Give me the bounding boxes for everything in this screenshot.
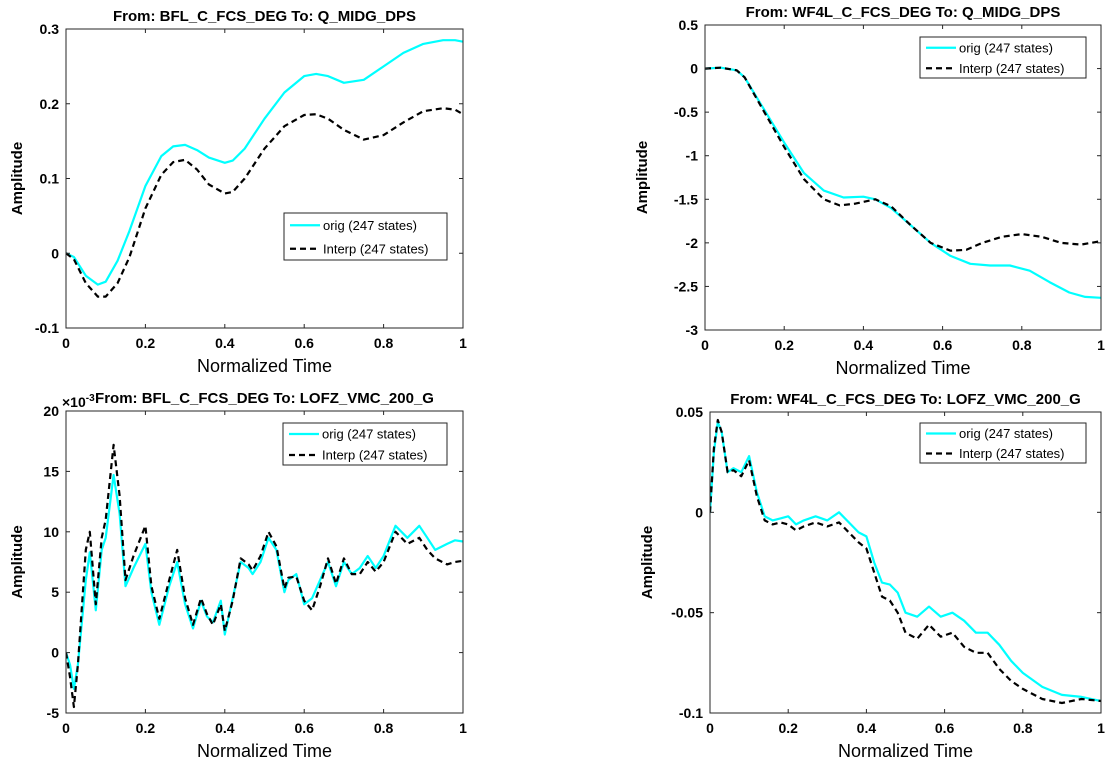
legend: orig (247 states) Interp (247 states) bbox=[919, 422, 1087, 464]
x-tick-label: 0.8 bbox=[1012, 337, 1032, 353]
legend-box bbox=[283, 212, 448, 261]
y-tick-label: 0 bbox=[690, 61, 698, 77]
y-tick-label: -2.5 bbox=[674, 278, 698, 294]
y-tick-label: 0 bbox=[695, 504, 703, 520]
y-axis-label: Amplitude bbox=[634, 141, 651, 214]
x-tick-label: 0.4 bbox=[215, 335, 235, 351]
legend-label: orig (247 states) bbox=[322, 427, 416, 442]
x-tick-label: 0.2 bbox=[778, 720, 798, 736]
legend-label: orig (247 states) bbox=[959, 426, 1053, 441]
y-exponent-label: ×10-3 bbox=[62, 393, 95, 410]
x-axis-label: Normalized Time bbox=[197, 741, 332, 761]
y-axis-label: Amplitude bbox=[639, 526, 656, 599]
chart-title: From: BFL_C_FCS_DEG To: Q_MIDG_DPS bbox=[113, 8, 416, 25]
x-axis-label: Normalized Time bbox=[197, 356, 332, 376]
legend-label: Interp (247 states) bbox=[322, 448, 428, 463]
chart-title: From: WF4L_C_FCS_DEG To: Q_MIDG_DPS bbox=[746, 4, 1061, 21]
x-tick-label: 0.4 bbox=[215, 720, 235, 736]
axes-box bbox=[704, 24, 1102, 331]
legend-label: orig (247 states) bbox=[323, 218, 417, 233]
x-tick-label: 0.6 bbox=[294, 720, 314, 736]
y-tick-label: -2 bbox=[686, 235, 699, 251]
legend-box bbox=[919, 36, 1087, 79]
legend-label: Interp (247 states) bbox=[323, 241, 429, 256]
x-tick-label: 0.4 bbox=[857, 720, 877, 736]
x-tick-label: 0.2 bbox=[136, 335, 156, 351]
legend-label: Interp (247 states) bbox=[959, 446, 1065, 461]
y-exponent-value: -3 bbox=[86, 393, 95, 404]
axes-box bbox=[709, 411, 1102, 714]
chart-panel-4: 0 0.2 0.4 0.6 0.8 1 -0.1 -0.05 0 0.05 From: WF4L_C… bbox=[639, 391, 1105, 761]
legend-box bbox=[919, 422, 1087, 464]
x-tick-label: 0.8 bbox=[1013, 720, 1033, 736]
x-tick-label: 0 bbox=[62, 335, 70, 351]
x-axis-label: Normalized Time bbox=[835, 358, 970, 378]
x-tick-label: 0.8 bbox=[374, 335, 394, 351]
y-tick-label: 0.5 bbox=[679, 17, 699, 33]
y-tick-label: 10 bbox=[43, 524, 59, 540]
interp-series-line bbox=[66, 443, 463, 709]
x-tick-label: 1 bbox=[1097, 337, 1105, 353]
interp-series-line bbox=[66, 107, 463, 298]
x-tick-label: 0.6 bbox=[933, 337, 953, 353]
y-tick-label: 20 bbox=[43, 403, 59, 419]
orig-series-line bbox=[66, 473, 463, 690]
orig-series-line bbox=[66, 39, 463, 286]
x-tick-label: 1 bbox=[1097, 720, 1105, 736]
plot-area bbox=[66, 29, 463, 328]
x-tick-label: 0.2 bbox=[774, 337, 794, 353]
x-tick-label: 0 bbox=[706, 720, 714, 736]
y-tick-label: 0.1 bbox=[40, 171, 60, 187]
y-axis-label: Amplitude bbox=[9, 525, 26, 598]
legend-label: Interp (247 states) bbox=[959, 61, 1065, 76]
legend: orig (247 states) Interp (247 states) bbox=[919, 36, 1087, 79]
axes-box bbox=[65, 410, 464, 714]
y-tick-label: 0.05 bbox=[676, 404, 703, 420]
x-tick-label: 0 bbox=[701, 337, 709, 353]
x-axis-label: Normalized Time bbox=[838, 741, 973, 761]
chart-panel-2: 0 0.2 0.4 0.6 0.8 1 -3 -2.5 -2 -1.5 -1 -0.5 0 0.5 From… bbox=[634, 4, 1105, 378]
x-tick-label: 0 bbox=[62, 720, 70, 736]
x-tick-label: 1 bbox=[459, 335, 467, 351]
interp-series-line bbox=[710, 418, 1101, 705]
legend-label: orig (247 states) bbox=[959, 40, 1053, 55]
x-tick-label: 0.6 bbox=[294, 335, 314, 351]
interp-series-line bbox=[705, 66, 1101, 252]
y-tick-label: 0 bbox=[51, 245, 59, 261]
legend: orig (247 states) Interp (247 states) bbox=[282, 422, 448, 466]
y-tick-label: 0.3 bbox=[40, 21, 60, 37]
y-tick-label: 5 bbox=[51, 584, 59, 600]
x-tick-label: 1 bbox=[459, 720, 467, 736]
y-tick-label: 0.2 bbox=[40, 96, 60, 112]
y-tick-label: -3 bbox=[686, 322, 699, 338]
chart-title: From: WF4L_C_FCS_DEG To: LOFZ_VMC_200_G bbox=[730, 391, 1081, 408]
orig-series-line bbox=[710, 420, 1101, 703]
legend-box bbox=[282, 422, 448, 466]
y-axis-label: Amplitude bbox=[9, 142, 26, 215]
y-tick-label: -0.05 bbox=[671, 605, 703, 621]
x-tick-label: 0.4 bbox=[854, 337, 874, 353]
y-tick-label: -0.1 bbox=[679, 705, 703, 721]
x-tick-label: 0.2 bbox=[136, 720, 156, 736]
y-tick-label: 15 bbox=[43, 463, 59, 479]
x-tick-label: 0.8 bbox=[374, 720, 394, 736]
y-tick-label: -0.1 bbox=[35, 320, 59, 336]
y-tick-label: -1 bbox=[686, 148, 699, 164]
legend: orig (247 states) Interp (247 states) bbox=[283, 212, 448, 261]
chart-title: From: BFL_C_FCS_DEG To: LOFZ_VMC_200_G bbox=[95, 390, 434, 407]
y-tick-label: 0 bbox=[51, 645, 59, 661]
y-tick-label: -1.5 bbox=[674, 191, 698, 207]
y-tick-label: -0.5 bbox=[674, 104, 698, 120]
x-tick-label: 0.6 bbox=[935, 720, 955, 736]
y-tick-label: -5 bbox=[47, 705, 60, 721]
